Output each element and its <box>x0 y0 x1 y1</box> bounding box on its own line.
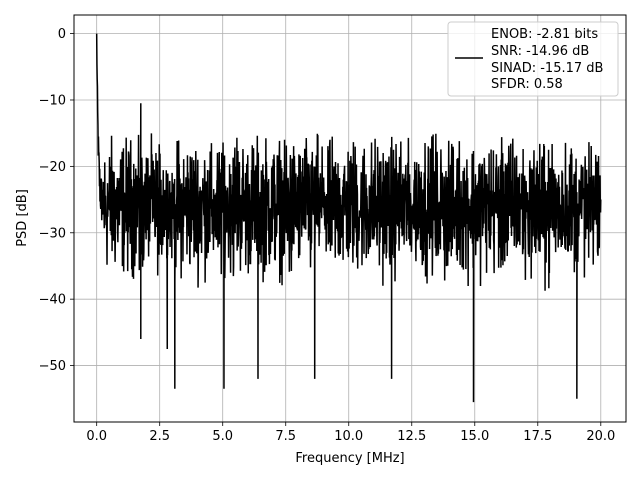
x-axis: 0.0 2.5 5.0 7.5 10.0 12.5 15.0 17.5 20.0 <box>86 422 615 444</box>
y-tick-label: −30 <box>39 226 66 241</box>
x-tick-label: 2.5 <box>149 429 170 444</box>
legend-box <box>447 21 619 97</box>
x-tick-label: 15.0 <box>460 429 489 444</box>
legend-entry-sinad: SINAD: -15.17 dB <box>491 61 603 76</box>
x-axis-label: Frequency [MHz] <box>295 451 404 466</box>
legend: ENOB: -2.81 bits SNR: -14.96 dB SINAD: -… <box>447 21 619 97</box>
y-tick-label: −10 <box>39 93 66 108</box>
x-tick-label: 7.5 <box>275 429 296 444</box>
axes-frame <box>73 14 627 423</box>
y-axis-label: PSD [dB] <box>15 189 30 247</box>
x-tick-label: 12.5 <box>397 429 426 444</box>
y-tick-label: −50 <box>39 359 66 374</box>
psd-series-line <box>95 33 602 403</box>
legend-entry-enob: ENOB: -2.81 bits <box>491 27 598 42</box>
x-tick-label: 5.0 <box>212 429 233 444</box>
y-tick-label: −20 <box>39 160 66 175</box>
legend-entry-snr: SNR: -14.96 dB <box>491 44 589 59</box>
x-tick-label: 10.0 <box>334 429 363 444</box>
legend-entry-sfdr: SFDR: 0.58 <box>491 77 563 92</box>
x-tick-label: 17.5 <box>523 429 552 444</box>
y-tick-label: −40 <box>39 293 66 308</box>
y-axis: 0 −10 −20 −30 −40 −50 <box>39 27 74 374</box>
x-tick-label: 0.0 <box>86 429 107 444</box>
y-tick-label: 0 <box>58 27 66 42</box>
plot-area <box>95 33 602 403</box>
x-tick-label: 20.0 <box>586 429 615 444</box>
